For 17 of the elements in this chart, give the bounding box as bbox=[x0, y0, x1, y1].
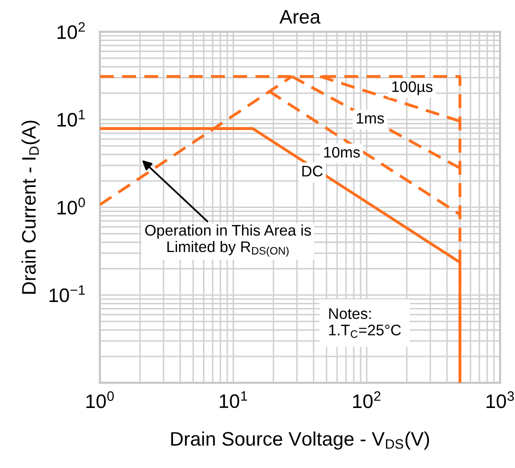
annotation: 1ms bbox=[356, 113, 384, 124]
y-tick-label: 10$^{2}$ bbox=[58, 22, 85, 40]
annotation: 10ms bbox=[324, 146, 360, 158]
y-axis-title: Drain Current - I$_{D}$(A) bbox=[21, 120, 40, 294]
x-tick-label: 10$^{2}$ bbox=[353, 391, 380, 408]
x-tick-label: 10$^{1}$ bbox=[220, 391, 248, 408]
annotation: DC bbox=[302, 166, 323, 177]
x-tick-label: 10$^{0}$ bbox=[86, 391, 114, 408]
annotation: 100µs bbox=[392, 81, 432, 96]
annotation: Notes: 1.T$_{C}$=25°C bbox=[329, 308, 401, 338]
x-tick-label: 10$^{3}$ bbox=[486, 391, 514, 408]
y-tick-label: 10$^{1}$ bbox=[58, 110, 85, 127]
x-axis-title: Drain Source Voltage - V$_{DS}$(V) bbox=[171, 432, 429, 450]
y-tick-label: 10$^{0}$ bbox=[58, 198, 85, 215]
y-tick-label: 10$^{−1}$ bbox=[50, 285, 85, 302]
annotation: Operation in This Area is Limited by R$_{DS(ON)}$ bbox=[145, 224, 311, 257]
chart-title: Area bbox=[279, 10, 321, 24]
